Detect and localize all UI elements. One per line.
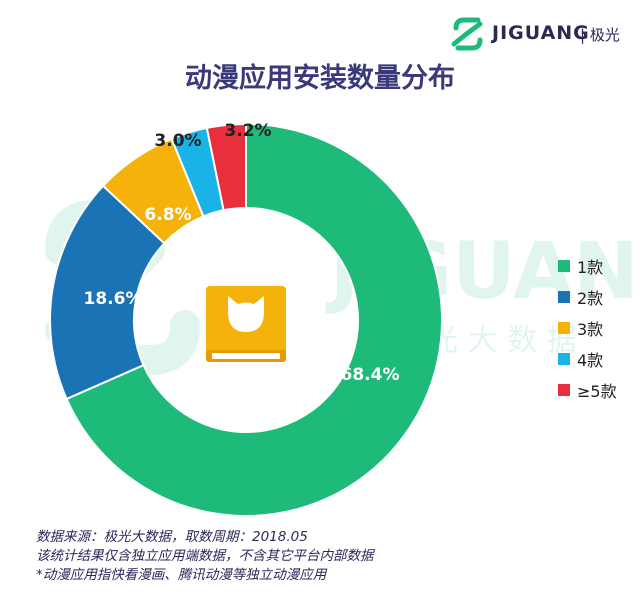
jiguang-logo-icon (451, 17, 483, 51)
legend-label: ≥5款 (577, 381, 617, 401)
data-label-4: 3.0% (154, 131, 201, 151)
data-label-2: 18.6% (84, 289, 143, 309)
legend-label: 3款 (577, 319, 604, 339)
donut-slice-5 (205, 122, 247, 212)
data-label-3: 6.8% (144, 205, 191, 225)
donut-slice-1 (65, 122, 443, 517)
definition-note: *动漫应用指快看漫画、腾讯动漫等独立动漫应用 (36, 567, 327, 583)
scope-note: 该统计结果仅含独立应用端数据，不含其它平台内部数据 (36, 548, 374, 564)
legend-item-3: 3款 (558, 312, 617, 343)
data-label-5: 3.2% (224, 121, 271, 141)
data-label-1: 68.4% (341, 365, 400, 385)
cat-book-icon (206, 286, 286, 362)
legend-label: 4款 (577, 350, 604, 370)
legend-item-5: ≥5款 (558, 374, 617, 405)
logo-sub: | 极光 (580, 26, 620, 44)
watermark-sub: 光 大 数 据 (428, 323, 577, 358)
data-labels: 68.4% 18.6% 6.8% 3.0% 3.2% (84, 121, 400, 385)
legend-item-4: 4款 (558, 343, 617, 374)
legend-item-1: 1款 (558, 250, 617, 281)
legend: 1款 2款 3款 4款 ≥5款 (558, 250, 617, 405)
logo-brand: JIGUANG (492, 22, 590, 44)
legend-swatch (558, 259, 570, 272)
footnotes: 数据来源：极光大数据，取数周期：2018.05 该统计结果仅含独立应用端数据，不… (36, 528, 374, 585)
donut-chart (49, 122, 443, 517)
donut-slice-2 (49, 184, 166, 401)
legend-swatch (558, 321, 570, 334)
legend-label: 1款 (577, 257, 604, 277)
legend-item-2: 2款 (558, 281, 617, 312)
legend-swatch (558, 383, 570, 396)
legend-swatch (558, 290, 570, 303)
brand-logo: JIGUANG | 极光 (448, 14, 628, 56)
source-note: 数据来源：极光大数据，取数周期：2018.05 (36, 529, 308, 545)
chart-title: 动漫应用安装数量分布 (185, 63, 455, 94)
legend-label: 2款 (577, 288, 604, 308)
legend-swatch (558, 352, 570, 365)
